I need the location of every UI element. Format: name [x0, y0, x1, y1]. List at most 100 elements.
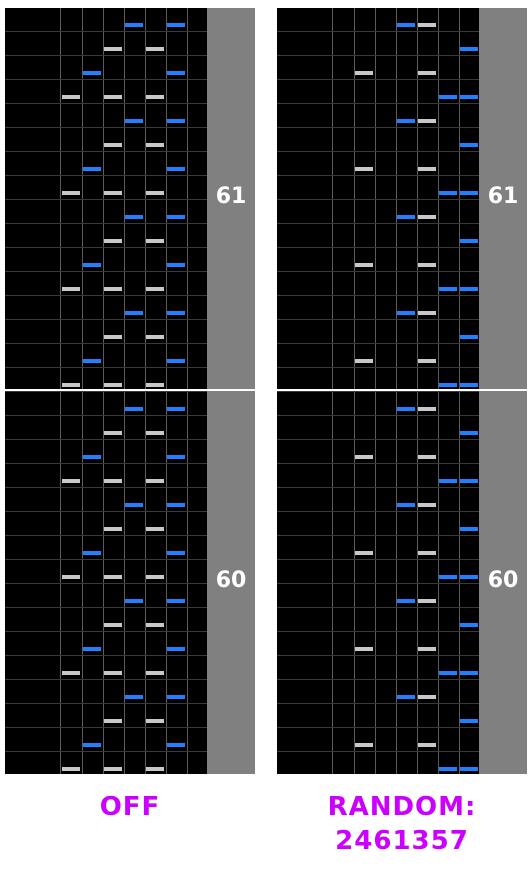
white-note [418, 551, 436, 555]
beat-line [277, 127, 479, 128]
blue-note [397, 215, 415, 219]
beat-line [277, 199, 479, 200]
blue-note [460, 191, 478, 195]
beat-line [5, 535, 207, 536]
beat-line [5, 31, 207, 32]
white-note [418, 215, 436, 219]
beat-line [5, 151, 207, 152]
blue-note [83, 455, 101, 459]
blue-note [125, 215, 143, 219]
blue-note [460, 719, 478, 723]
beat-line [277, 415, 479, 416]
blue-note [125, 23, 143, 27]
white-note [355, 359, 373, 363]
beat-line [5, 343, 207, 344]
blue-note [167, 551, 185, 555]
blue-note [439, 383, 457, 387]
white-note [104, 767, 122, 771]
white-note [104, 239, 122, 243]
white-note [62, 575, 80, 579]
beat-line [277, 271, 479, 272]
beat-line [277, 463, 479, 464]
blue-note [83, 263, 101, 267]
blue-note [83, 167, 101, 171]
beat-line [5, 415, 207, 416]
chart-off [5, 8, 207, 774]
white-note [104, 383, 122, 387]
beat-line [277, 607, 479, 608]
blue-note [167, 407, 185, 411]
beat-line [277, 391, 479, 392]
blue-note [125, 695, 143, 699]
white-note [146, 335, 164, 339]
beat-line [5, 679, 207, 680]
blue-note [167, 359, 185, 363]
blue-note [167, 215, 185, 219]
blue-note [125, 503, 143, 507]
measure-number-off-61: 61 [215, 184, 247, 209]
white-note [418, 743, 436, 747]
white-note [146, 143, 164, 147]
blue-note [167, 263, 185, 267]
white-note [418, 167, 436, 171]
blue-note [167, 167, 185, 171]
white-note [146, 719, 164, 723]
measure-sidebar-off [207, 8, 255, 774]
white-note [104, 335, 122, 339]
white-note [355, 263, 373, 267]
blue-note [460, 143, 478, 147]
beat-line [277, 583, 479, 584]
white-note [146, 431, 164, 435]
beat-line [277, 727, 479, 728]
beat-line [277, 703, 479, 704]
blue-note [460, 671, 478, 675]
measure-number-off-60: 60 [215, 568, 247, 593]
beat-line [5, 511, 207, 512]
blue-note [397, 695, 415, 699]
white-note [62, 671, 80, 675]
white-note [355, 743, 373, 747]
beat-line [5, 175, 207, 176]
white-note [104, 575, 122, 579]
beat-line [277, 103, 479, 104]
beat-line [5, 103, 207, 104]
measure-number-random-60: 60 [487, 568, 519, 593]
blue-note [460, 479, 478, 483]
beat-line [277, 319, 479, 320]
chart-random [277, 8, 479, 774]
beat-line [277, 655, 479, 656]
beat-line [277, 511, 479, 512]
beat-line [277, 751, 479, 752]
white-note [104, 671, 122, 675]
white-note [355, 71, 373, 75]
blue-note [460, 47, 478, 51]
white-note [104, 479, 122, 483]
blue-note [460, 575, 478, 579]
white-note [146, 767, 164, 771]
beat-line [277, 79, 479, 80]
white-note [62, 287, 80, 291]
white-note [355, 167, 373, 171]
blue-note [125, 311, 143, 315]
white-note [62, 383, 80, 387]
blue-note [439, 575, 457, 579]
beat-line [5, 271, 207, 272]
white-note [146, 527, 164, 531]
blue-note [83, 71, 101, 75]
blue-note [460, 431, 478, 435]
blue-note [397, 311, 415, 315]
white-note [104, 47, 122, 51]
blue-note [439, 287, 457, 291]
label-random-line2: 2461357 [335, 826, 469, 856]
white-note [62, 479, 80, 483]
white-note [146, 479, 164, 483]
beat-line [277, 631, 479, 632]
beat-line [5, 487, 207, 488]
white-note [418, 455, 436, 459]
white-note [62, 191, 80, 195]
white-note [146, 47, 164, 51]
blue-note [439, 767, 457, 771]
white-note [418, 695, 436, 699]
white-note [418, 311, 436, 315]
beat-line [5, 559, 207, 560]
